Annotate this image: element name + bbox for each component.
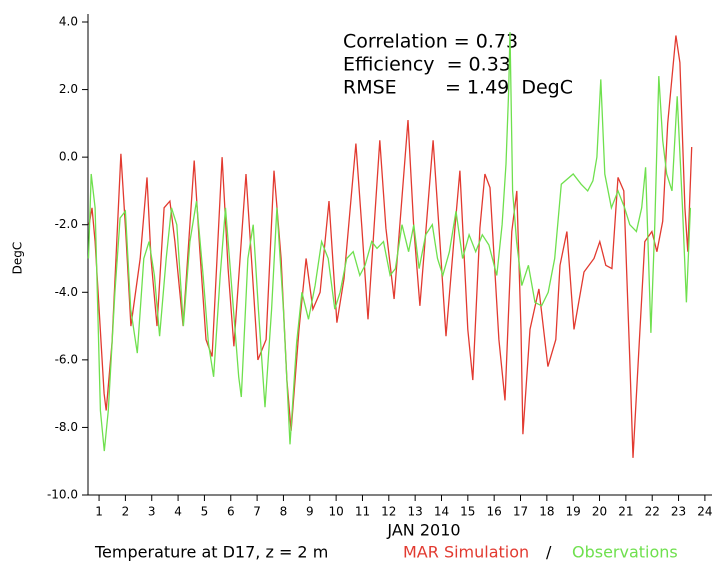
x-tick-label: 7: [253, 505, 261, 519]
annotation: Correlation = 0.73: [343, 31, 518, 53]
x-tick-label: 1: [95, 505, 103, 519]
x-tick-label: 11: [355, 505, 370, 519]
x-tick-label: 20: [592, 505, 607, 519]
y-tick-label: 2.0: [59, 82, 78, 96]
x-tick-label: 6: [227, 505, 235, 519]
annotation: Efficiency = 0.33: [343, 54, 511, 76]
x-tick-label: 8: [280, 505, 288, 519]
x-tick-label: 23: [671, 505, 686, 519]
x-tick-label: 14: [434, 505, 449, 519]
y-tick-label: -6.0: [55, 352, 78, 366]
x-tick-label: 10: [328, 505, 343, 519]
y-tick-label: -2.0: [55, 217, 78, 231]
legend-entry: MAR Simulation: [403, 543, 529, 562]
x-axis-label: JAN 2010: [386, 521, 460, 540]
x-tick-label: 5: [201, 505, 209, 519]
x-tick-label: 24: [697, 505, 712, 519]
x-tick-label: 19: [566, 505, 581, 519]
x-tick-label: 17: [513, 505, 528, 519]
y-tick-label: -8.0: [55, 420, 78, 434]
x-tick-label: 9: [306, 505, 314, 519]
series-line: [88, 35, 693, 458]
x-tick-label: 18: [539, 505, 554, 519]
legend-entry: Observations: [572, 543, 678, 562]
annotation: RMSE = 1.49 DegC: [343, 77, 573, 99]
x-tick-label: 3: [148, 505, 156, 519]
x-tick-label: 4: [174, 505, 182, 519]
y-tick-label: -4.0: [55, 285, 78, 299]
y-tick-label: -10.0: [47, 488, 78, 502]
y-tick-label: 4.0: [59, 15, 78, 29]
y-axis-label: DegC: [11, 242, 25, 275]
x-tick-label: 15: [460, 505, 475, 519]
legend-separator: /: [546, 543, 552, 562]
footer: Temperature at D17, z = 2 m: [94, 543, 328, 562]
x-tick-label: 12: [381, 505, 396, 519]
series-line: [87, 32, 692, 452]
x-tick-label: 21: [618, 505, 633, 519]
x-tick-label: 13: [408, 505, 423, 519]
x-tick-label: 16: [487, 505, 502, 519]
x-tick-label: 2: [122, 505, 130, 519]
x-tick-label: 22: [645, 505, 660, 519]
y-tick-label: 0.0: [59, 150, 78, 164]
